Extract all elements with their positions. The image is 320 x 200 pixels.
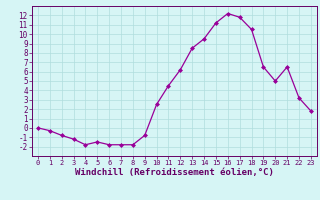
- X-axis label: Windchill (Refroidissement éolien,°C): Windchill (Refroidissement éolien,°C): [75, 168, 274, 177]
